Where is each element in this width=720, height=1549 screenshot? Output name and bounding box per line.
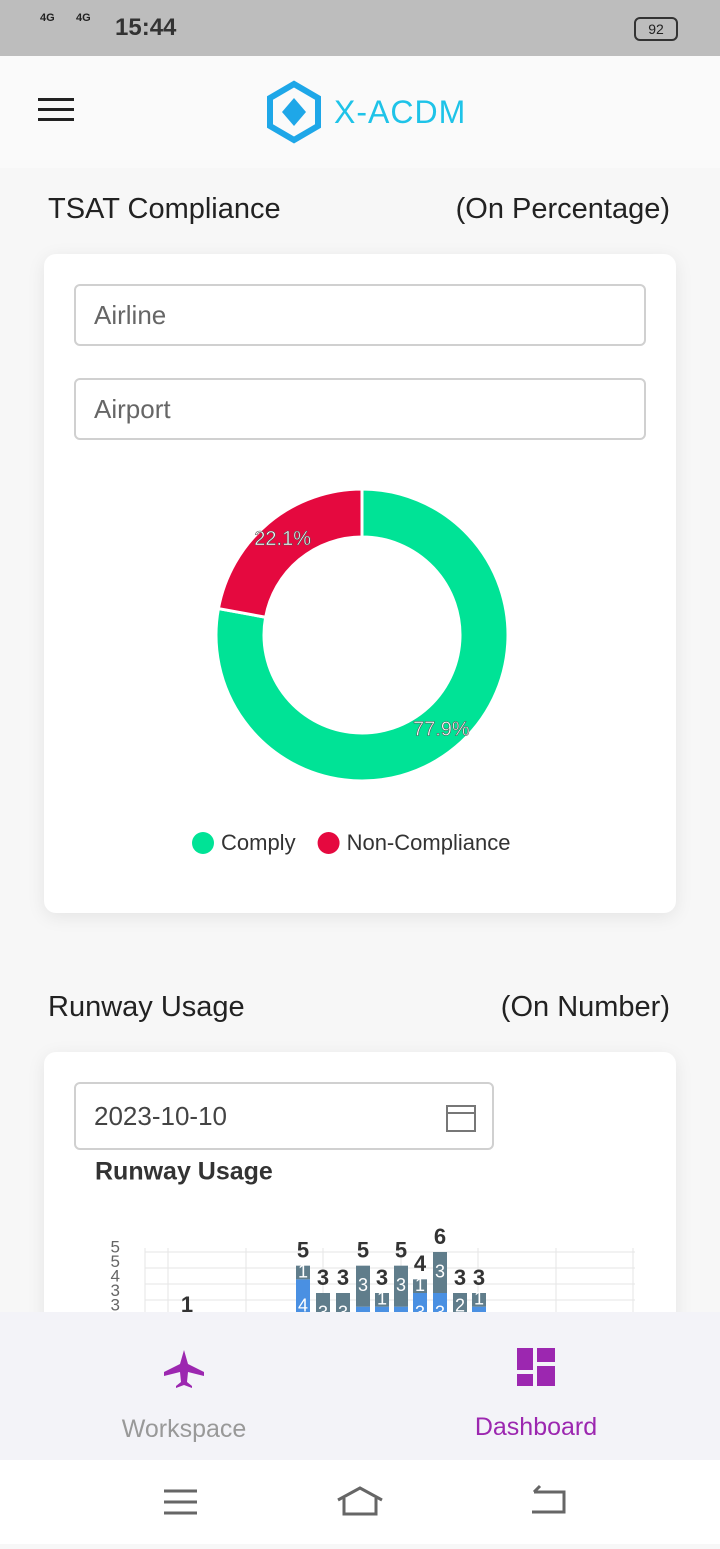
y-tick-label: 3 xyxy=(111,1281,120,1300)
segment-label: 2 xyxy=(455,1295,465,1312)
segment-label: 4 xyxy=(298,1295,308,1312)
legend-label: Comply xyxy=(221,830,296,855)
network: 4G xyxy=(76,12,91,24)
bar-segment xyxy=(472,1293,486,1307)
tsat-card xyxy=(44,254,676,913)
time: 15:44 xyxy=(115,14,177,41)
slice-label: 77.9% xyxy=(413,719,470,741)
total-label: 1 xyxy=(181,1292,193,1312)
total-label: 3 xyxy=(337,1265,349,1290)
bar-segment xyxy=(356,1265,370,1307)
y-tick-label: 3 xyxy=(111,1295,120,1312)
bar-segment xyxy=(394,1306,408,1312)
date-picker[interactable]: 2023-10-10 xyxy=(74,1082,494,1150)
total-label: 6 xyxy=(434,1224,446,1249)
total-label: 3 xyxy=(317,1265,329,1290)
segment-label: 1 xyxy=(415,1275,425,1295)
bar-segment xyxy=(472,1306,486,1312)
tab-label: Dashboard xyxy=(474,1413,598,1441)
segment-label: 3 xyxy=(415,1302,425,1312)
bar-segment xyxy=(296,1265,310,1280)
section-title: Runway Usage xyxy=(48,991,245,1023)
bar-segment xyxy=(375,1306,389,1312)
total-label: 5 xyxy=(357,1237,369,1262)
segment-label: 2 xyxy=(358,1309,368,1312)
system-nav xyxy=(0,1460,720,1544)
segment-label: 1 xyxy=(298,1261,308,1281)
plane-icon xyxy=(164,1350,204,1388)
calendar-icon xyxy=(446,1105,476,1132)
legend-marker xyxy=(192,832,214,854)
bar-segment xyxy=(453,1293,467,1312)
total-label: 5 xyxy=(395,1237,407,1262)
network: 4G xyxy=(40,12,55,24)
bar-segment xyxy=(375,1293,389,1307)
airport-select[interactable]: Airport xyxy=(74,378,646,440)
segment-label: 2 xyxy=(474,1309,484,1312)
menu-icon[interactable] xyxy=(38,96,74,124)
bar-segment xyxy=(394,1265,408,1307)
dashboard-icon xyxy=(517,1348,555,1386)
bar-segment xyxy=(413,1279,427,1293)
segment-label: 3 xyxy=(396,1275,406,1295)
total-label: 3 xyxy=(376,1265,388,1290)
y-tick-label: 4 xyxy=(111,1266,120,1285)
system-buttons xyxy=(164,1484,566,1516)
section-title: TSAT Compliance xyxy=(48,193,281,225)
total-label: 3 xyxy=(454,1265,466,1290)
segment-label: 3 xyxy=(338,1302,348,1312)
date-value: 2023-10-10 xyxy=(94,1100,227,1131)
segment-label: 3 xyxy=(435,1261,445,1281)
tab-label: Workspace xyxy=(121,1415,247,1443)
segment-label: 1 xyxy=(377,1289,387,1309)
bar-segment xyxy=(316,1293,330,1312)
total-label: 4 xyxy=(414,1251,427,1276)
segment-label: 3 xyxy=(358,1275,368,1295)
airline-select[interactable]: Airline xyxy=(74,284,646,346)
bottom-nav: Workspace Dashboard xyxy=(0,1312,720,1460)
donut-chart: 77.9% 22.1% Comply Non-Compliance xyxy=(192,487,511,855)
legend-marker xyxy=(317,832,340,854)
total-label: 5 xyxy=(297,1237,309,1262)
segment-label: 3 xyxy=(435,1302,445,1312)
bar-segment xyxy=(433,1252,447,1293)
slice-label: 22.1% xyxy=(254,528,311,550)
header: X-ACDM xyxy=(0,56,720,168)
bar-segment xyxy=(413,1293,427,1312)
section-unit: (On Percentage) xyxy=(455,193,670,225)
tab-workspace[interactable]: Workspace xyxy=(84,1312,284,1460)
bar-segment xyxy=(336,1293,350,1312)
status-bar: 4G 4G 15:44 92 xyxy=(0,0,720,56)
section-unit: (On Number) xyxy=(500,991,670,1023)
segment-label: 1 xyxy=(474,1289,484,1309)
runway-chart: Runway Usage5543311415333323521323531433… xyxy=(95,1158,635,1312)
logo-icon xyxy=(267,80,321,144)
bar-segment xyxy=(433,1293,447,1312)
legend-label: Non-Compliance xyxy=(347,830,511,855)
logo-text: X-ACDM xyxy=(334,94,467,130)
battery: 92 xyxy=(634,17,678,41)
chart-title: Runway Usage xyxy=(95,1158,273,1186)
bar-segment xyxy=(356,1306,370,1312)
y-tick-label: 5 xyxy=(111,1237,120,1256)
bar-segment xyxy=(296,1279,310,1312)
donut-slice xyxy=(216,487,364,619)
segment-label: 3 xyxy=(318,1302,328,1312)
total-label: 3 xyxy=(473,1265,485,1290)
segment-label: 2 xyxy=(396,1309,406,1312)
tab-dashboard[interactable]: Dashboard xyxy=(436,1312,636,1460)
donut-slice xyxy=(214,487,510,783)
y-tick-label: 5 xyxy=(111,1252,120,1271)
segment-label: 2 xyxy=(377,1309,387,1312)
